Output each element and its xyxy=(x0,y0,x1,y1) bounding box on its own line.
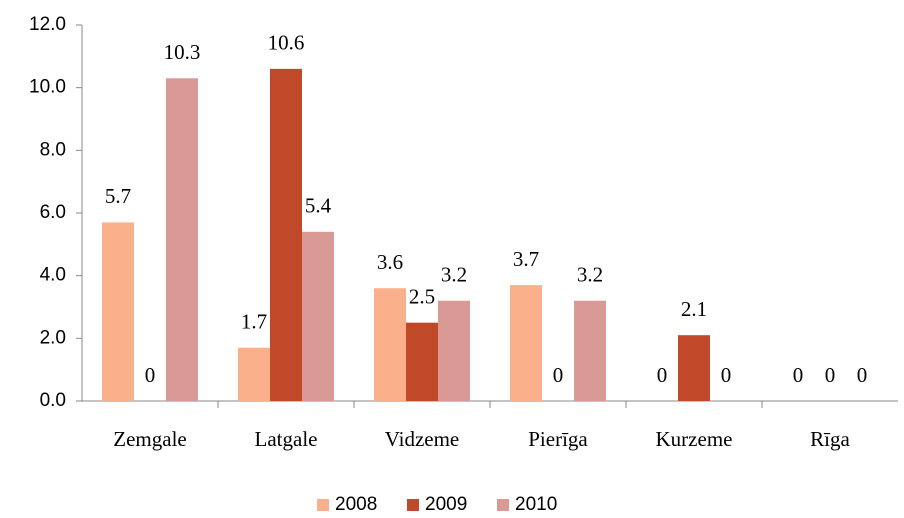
bar xyxy=(574,300,606,401)
value-label: 5.7 xyxy=(105,184,131,208)
y-tick-label: 12.0 xyxy=(29,14,66,35)
value-label: 10.6 xyxy=(268,31,305,55)
legend-label: 2009 xyxy=(425,494,467,515)
y-tick-label: 6.0 xyxy=(40,202,66,223)
bar xyxy=(406,322,438,401)
bar xyxy=(270,68,302,401)
bar xyxy=(510,285,542,401)
y-tick-label: 0.0 xyxy=(40,390,66,411)
y-tick-label: 8.0 xyxy=(40,139,66,160)
value-label: 0 xyxy=(825,363,836,387)
y-tick-label: 10.0 xyxy=(29,77,66,98)
x-tick-label: Zemgale xyxy=(113,427,186,451)
value-label: 3.2 xyxy=(441,263,467,287)
value-label: 0 xyxy=(553,363,564,387)
value-label: 3.2 xyxy=(577,263,603,287)
x-tick-label: Kurzeme xyxy=(656,427,733,451)
value-label: 0 xyxy=(857,363,868,387)
value-label: 3.6 xyxy=(377,250,403,274)
value-label: 0 xyxy=(721,363,732,387)
legend-label: 2008 xyxy=(335,494,377,515)
x-tick-label: Vidzeme xyxy=(385,427,460,451)
value-label: 0 xyxy=(145,363,156,387)
bar xyxy=(166,78,198,402)
x-tick-label: Rīga xyxy=(810,427,850,451)
bar xyxy=(302,231,334,401)
x-tick-label: Pierīga xyxy=(528,427,588,451)
bar xyxy=(438,300,470,401)
value-label: 2.5 xyxy=(409,284,435,308)
legend-swatch xyxy=(407,499,419,511)
value-label: 0 xyxy=(657,363,668,387)
bar xyxy=(102,222,134,401)
legend-swatch xyxy=(317,499,329,511)
value-label: 1.7 xyxy=(241,310,267,334)
bar xyxy=(678,335,710,401)
bar xyxy=(374,288,406,401)
value-label: 10.3 xyxy=(164,40,201,64)
bar xyxy=(238,347,270,401)
value-label: 0 xyxy=(793,363,804,387)
value-label: 5.4 xyxy=(305,194,332,218)
y-tick-label: 2.0 xyxy=(40,327,66,348)
value-label: 2.1 xyxy=(681,297,707,321)
legend-swatch xyxy=(497,499,509,511)
y-tick-label: 4.0 xyxy=(40,265,66,286)
legend-label: 2010 xyxy=(515,494,557,515)
x-tick-label: Latgale xyxy=(255,427,318,451)
value-label: 3.7 xyxy=(513,247,539,271)
